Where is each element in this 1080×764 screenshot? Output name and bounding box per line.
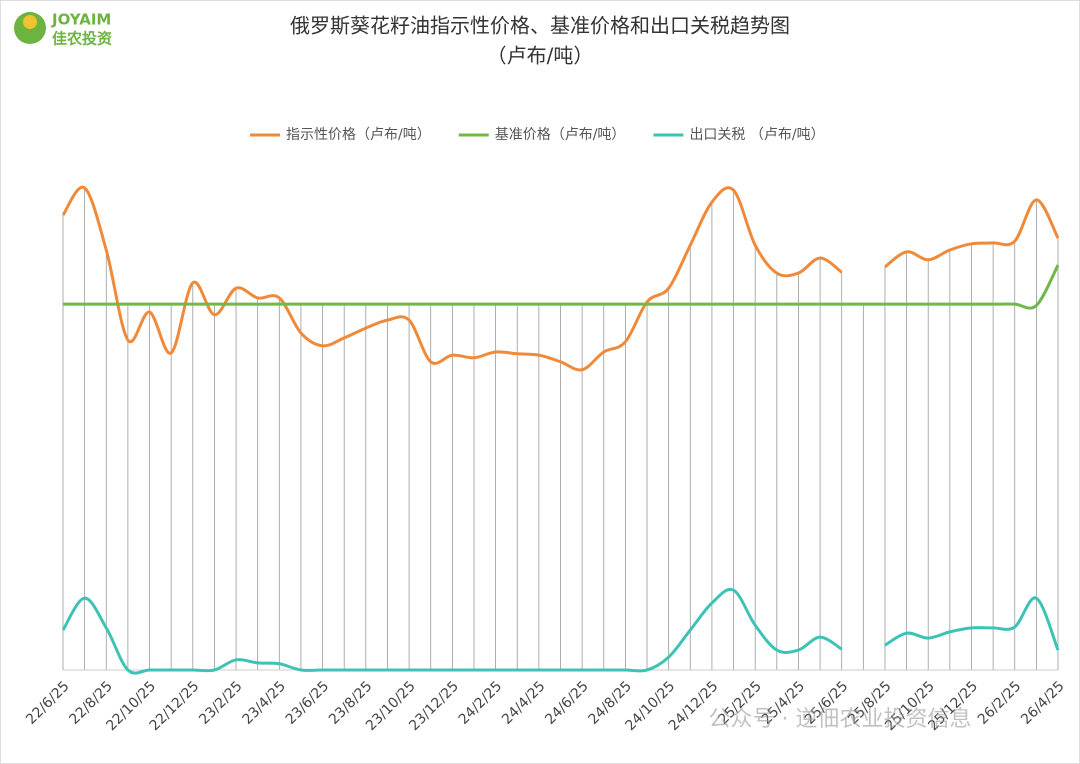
series-line [63,264,1060,310]
legend-label: 出口关税 （卢布/吨） [689,127,824,143]
logo-sun [23,15,37,29]
chart-subtitle: （卢布/吨） [487,44,594,68]
logo-name: JOYAIM [51,11,111,29]
logo-subtitle: 佳农投资 [52,30,112,48]
series-line [61,587,1060,675]
legend-label: 基准价格（卢布/吨） [495,126,626,143]
legend-label: 指示性价格（卢布/吨） [286,127,431,143]
series-line [61,185,1060,372]
chart-title: 俄罗斯葵花籽油指示性价格、基准价格和出口关税趋势图 [290,14,790,38]
watermark: 公众号 · 逆佃农业投资信息 [709,707,972,732]
